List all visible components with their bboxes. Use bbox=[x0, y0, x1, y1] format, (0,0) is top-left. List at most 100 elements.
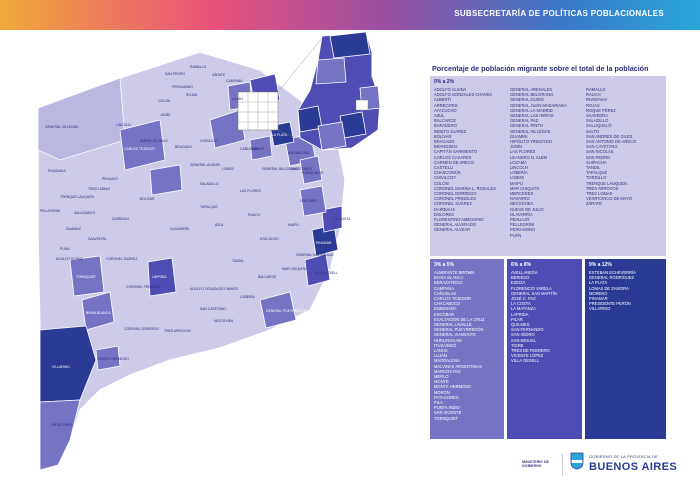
municipality-item: PUÁN bbox=[510, 232, 522, 238]
map-svg: SAN PEDRO RAMALLO PERGAMINO ROJAS COLÓN … bbox=[37, 31, 381, 470]
map-label: ADOLFO GONZALES CHAVES bbox=[190, 287, 239, 291]
map-label: PINAMAR bbox=[316, 241, 332, 245]
map-label: RIVADAVIA bbox=[48, 169, 66, 173]
legend-category-3-5: 3% a 5% ALMIRANTE BROWN BAHÍA BLANCA BERAZ… bbox=[430, 259, 504, 439]
municipality-item: GENERAL VILLEGAS bbox=[510, 128, 551, 134]
municipality-item: SAN PEDRO bbox=[586, 154, 611, 160]
municipality-item: GENERAL JUAN MADARIAGA bbox=[510, 102, 567, 108]
region-chacabuco bbox=[209, 109, 246, 149]
municipality-item: ADOLFO GONZALES CHAVES bbox=[434, 92, 492, 98]
municipality-item: CORONEL SUÁREZ bbox=[434, 201, 472, 207]
municipality-item: BOLÍVAR bbox=[434, 133, 452, 139]
legend-category-9-12: 9% a 12% ESTEBAN ECHEVERRÍA GENERAL RODRÍ… bbox=[585, 259, 666, 439]
municipality-item: ARRECIFES bbox=[434, 102, 458, 108]
map-label: LINCOLN bbox=[116, 123, 131, 127]
municipality-item: LOBERÍA bbox=[510, 170, 528, 176]
municipality-item: ZÁRATE bbox=[586, 201, 602, 207]
map-label: GENERAL VILLEGAS bbox=[45, 125, 79, 129]
map-label: NECOCHEA bbox=[214, 319, 234, 323]
map-label: PUNTA INDIO bbox=[302, 171, 324, 175]
municipality-item: SAN NICOLÁS bbox=[586, 149, 614, 155]
ministry-label: MINISTERIO DE GOBIERNO bbox=[522, 460, 549, 469]
category-range: 0% a 2% bbox=[434, 79, 455, 85]
category-column: ESTEBAN ECHEVERRÍA GENERAL RODRÍGUEZ LA PL… bbox=[589, 270, 662, 312]
footer-divider bbox=[562, 454, 563, 476]
municipality-item: ESCOBAR bbox=[434, 311, 455, 317]
gba-matanza bbox=[317, 121, 347, 151]
map-label: TANDIL bbox=[232, 259, 244, 263]
map-label: VILLA GESELL bbox=[315, 271, 338, 275]
municipality-item: LA MATANZA bbox=[511, 306, 536, 312]
municipality-item: BRAGADO bbox=[434, 139, 455, 145]
municipality-item: PRESIDENTE PERÓN bbox=[589, 301, 631, 307]
municipality-item: SAN ANTONIO DE ARECO bbox=[586, 139, 637, 145]
map-label: LOBOS bbox=[222, 167, 234, 171]
municipality-item: EXALTACIÓN DE LA CRUZ bbox=[434, 316, 485, 322]
municipality-item: RAMALLO bbox=[586, 87, 606, 92]
map-label: MAR CHIQUITA bbox=[282, 267, 307, 271]
map-label: BRAGADO bbox=[175, 145, 192, 149]
map-label: GUAMINÍ bbox=[66, 227, 81, 231]
category-range: 6% a 8% bbox=[511, 262, 532, 268]
municipality-item: GENERAL SAN MARTÍN bbox=[511, 290, 557, 296]
municipality-item: DOLORES bbox=[434, 211, 455, 217]
map-label: RAMALLO bbox=[190, 65, 207, 69]
municipality-item: PELLEGRINI bbox=[510, 222, 535, 228]
zoom-connector-bottom bbox=[277, 129, 323, 151]
municipality-item: CORONEL PRINGLES bbox=[434, 196, 476, 202]
map-label: PEHUAJÓ bbox=[102, 176, 118, 181]
municipality-item: DAIREAUX bbox=[434, 206, 455, 212]
map-label: GENERAL PUEYRREDÓN bbox=[266, 308, 307, 313]
municipality-item: GENERAL ALVARADO bbox=[434, 222, 477, 228]
municipality-item: CASTELLI bbox=[434, 165, 454, 171]
category-column: ADOLFO ALSINA ADOLFO GONZALES CHAVES ALBER… bbox=[434, 87, 510, 238]
municipality-item: SAN ANDRÉS DE GILES bbox=[586, 133, 633, 139]
municipality-item: SAN CAYETANO bbox=[586, 144, 618, 150]
municipality-item: SAN VICENTE bbox=[434, 410, 462, 416]
province-shield-icon bbox=[570, 452, 584, 470]
category-column: GENERAL ARENALES GENERAL BELGRANO GENERAL … bbox=[510, 87, 586, 238]
municipality-item: LUJÁN bbox=[434, 353, 447, 359]
category-column: ALMIRANTE BROWN BAHÍA BLANCA BERAZATEGUI CA… bbox=[434, 270, 500, 421]
map-label: MONTE HERMOSO bbox=[98, 357, 129, 361]
map-label: GENERAL BELGRANO bbox=[262, 167, 298, 171]
municipality-item: SALTO bbox=[586, 128, 600, 134]
region-carlos-tejedor bbox=[119, 119, 166, 171]
municipality-item: GENERAL GUIDO bbox=[510, 97, 544, 103]
map-label: PERGAMINO bbox=[172, 85, 193, 89]
map-label: MONTE bbox=[252, 147, 265, 151]
map-label: RAUCH bbox=[248, 213, 261, 217]
municipality-item: LEANDRO N. ALEM bbox=[510, 154, 548, 160]
map-label: TRENQUE LAUQUEN bbox=[60, 195, 94, 199]
municipality-item: CARMEN DE ARECO bbox=[434, 159, 475, 165]
municipality-item: TRENQUE LAUQUEN bbox=[586, 180, 627, 186]
municipality-item: ESTEBAN ECHEVERRÍA bbox=[589, 270, 636, 275]
municipality-item: VICENTE LÓPEZ bbox=[511, 353, 544, 359]
municipality-item: GENERAL ALVEAR bbox=[434, 227, 471, 233]
map-label: ZÁRATE bbox=[212, 73, 226, 77]
municipality-item: LANÚS bbox=[434, 348, 448, 354]
municipality-item: ENSENADA bbox=[434, 306, 457, 312]
municipality-item: CHACABUCO bbox=[434, 301, 461, 307]
map-label: PUÁN bbox=[60, 247, 70, 251]
map-label: LA COSTA bbox=[334, 217, 351, 221]
municipality-item: BARADERO bbox=[434, 123, 457, 129]
municipality-item: BERAZATEGUI bbox=[434, 280, 463, 286]
legend-category-0-2: 0% a 2% ADOLFO ALSINA ADOLFO GONZALES CHA… bbox=[430, 76, 666, 256]
map-label: TRES ARROYOS bbox=[164, 329, 191, 333]
caba-inset bbox=[355, 99, 369, 111]
municipality-item: CAÑUELAS bbox=[434, 290, 457, 296]
municipality-item: JUNÍN bbox=[510, 144, 523, 150]
map-label: CAMPANA bbox=[226, 79, 243, 83]
municipality-item: VEINTICINCO DE MAYO bbox=[586, 196, 633, 202]
municipality-item: GENERAL RODRÍGUEZ bbox=[589, 275, 635, 281]
municipality-item: MAGDALENA bbox=[434, 358, 460, 364]
municipality-item: GENERAL PUEYRREDÓN bbox=[434, 327, 484, 333]
region-la-costa bbox=[321, 205, 343, 233]
municipality-item: GENERAL BELGRANO bbox=[510, 92, 554, 98]
category-columns: AVELLANEDA BERISSO EZEIZA FLORENCIO VARELA G… bbox=[511, 270, 578, 364]
municipality-item: MARCOS PAZ bbox=[434, 368, 461, 374]
map-label: GENERAL MADARIAGA bbox=[296, 253, 334, 257]
legend-title: Porcentaje de población migrante sobre e… bbox=[432, 64, 649, 73]
map-label: SALLIQUELÓ bbox=[74, 210, 95, 215]
